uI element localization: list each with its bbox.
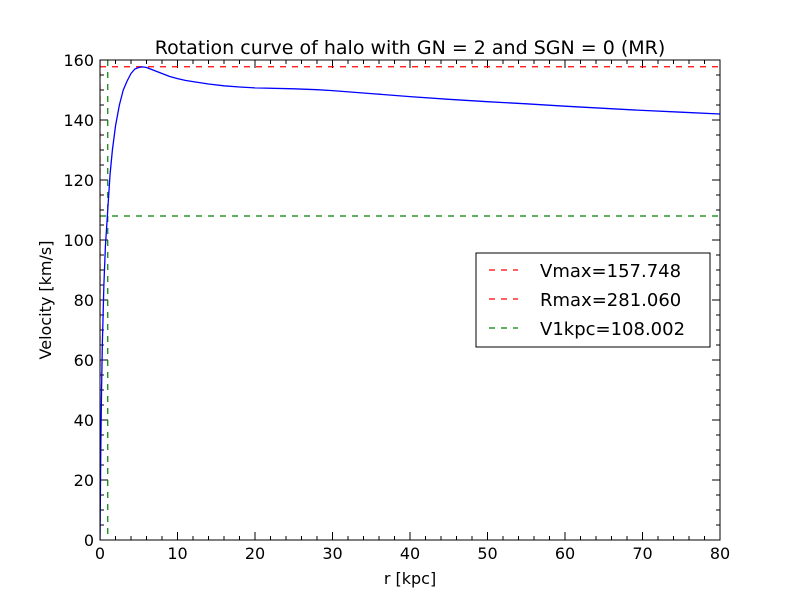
y-tick-label: 100 (63, 231, 94, 250)
plot-frame (99, 59, 721, 541)
y-tick-label: 60 (74, 351, 94, 370)
legend-label: Vmax=157.748 (540, 261, 681, 282)
y-tick-label: 20 (74, 471, 94, 490)
y-tick-label: 140 (63, 111, 94, 130)
legend-box (475, 252, 711, 348)
x-tick-label: 40 (400, 544, 420, 563)
y-tick-label: 0 (84, 531, 94, 550)
series-line (100, 66, 720, 540)
y-tick-label: 160 (63, 51, 94, 70)
x-tick-label: 20 (245, 544, 265, 563)
y-tick-label: 80 (74, 291, 94, 310)
x-tick-label: 60 (555, 544, 575, 563)
x-tick-label: 10 (167, 544, 187, 563)
x-tick-label: 80 (710, 544, 730, 563)
x-tick-label: 30 (322, 544, 342, 563)
x-tick-label: 0 (95, 544, 105, 563)
x-axis-label: r [kpc] (384, 569, 436, 588)
y-tick-label: 120 (63, 171, 94, 190)
legend-label: Rmax=281.060 (540, 290, 681, 311)
y-axis-label: Velocity [km/s] (36, 241, 55, 360)
plot-layer: 0 10 20 30 40 50 60 70 80 0 20 40 60 80 100 120 140 160 (63, 51, 730, 563)
x-tick-label: 50 (477, 544, 497, 563)
legend: Vmax=157.748 Rmax=281.060 V1kpc=108.002 (475, 252, 711, 348)
chart-title: Rotation curve of halo with GN = 2 and S… (155, 37, 666, 59)
y-tick-label: 40 (74, 411, 94, 430)
legend-label: V1kpc=108.002 (540, 319, 685, 340)
x-tick-label: 70 (632, 544, 652, 563)
